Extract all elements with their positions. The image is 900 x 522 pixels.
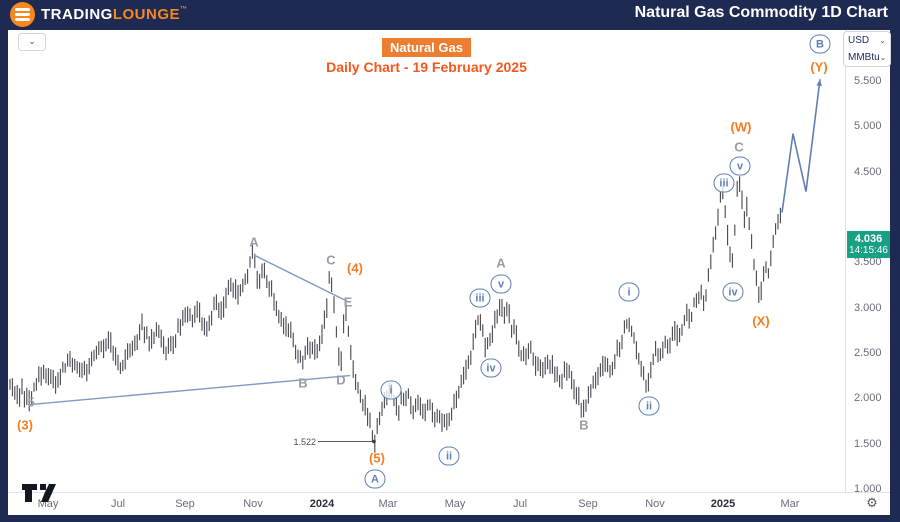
time-tick: Sep — [175, 498, 195, 510]
forecast-projection-line — [781, 79, 821, 213]
wave-label-5: (5) — [369, 450, 385, 466]
wave-label-ii: ii — [638, 396, 660, 416]
wave-label-iv: iv — [480, 358, 502, 378]
ohlc-bars — [9, 176, 781, 453]
chart-subtitle: Daily Chart - 19 February 2025 — [326, 59, 527, 75]
collapse-button[interactable]: ⌄ — [18, 33, 46, 51]
time-axis[interactable]: May Jul Sep Nov 2024 Mar May Jul Sep Nov 2025 Mar — [8, 492, 890, 516]
wave-label-4: (4) — [347, 260, 363, 276]
instrument-badge: Natural Gas — [382, 38, 471, 57]
currency-value: USD — [848, 35, 870, 46]
currency-select[interactable]: USD ⌄ — [844, 32, 890, 49]
last-price-badge: 4.036 14:15:46 — [847, 231, 890, 258]
last-price-time: 14:15:46 — [849, 245, 888, 256]
price-tick: 2.500 — [854, 346, 882, 359]
price-tick: 3.000 — [854, 301, 882, 314]
wave-label-v: v — [490, 274, 512, 294]
tradinglounge-logo-icon — [10, 2, 35, 27]
wave-label-i: i — [618, 282, 640, 302]
wave-label-iv: iv — [722, 282, 744, 302]
chevron-down-icon: ⌄ — [28, 36, 36, 46]
price-level-label: 1.522 — [293, 436, 316, 447]
wave-label-X: (X) — [752, 313, 770, 329]
price-axis[interactable]: 5.500 5.000 4.500 3.500 3.000 2.500 2.000 1.500… — [845, 30, 891, 495]
price-tick: 4.500 — [854, 165, 882, 178]
wave-label-ii: ii — [438, 446, 460, 466]
time-tick: Sep — [578, 498, 598, 510]
time-tick-year: 2024 — [309, 498, 335, 510]
price-tick: 2.000 — [854, 392, 882, 405]
wave-label-5: 5 — [27, 394, 35, 410]
wave-label-3: (3) — [17, 417, 33, 433]
unit-value: MMBtu — [848, 52, 880, 63]
logo-text: TRADINGLOUNGE™ — [41, 6, 188, 23]
wave-label-E: E — [343, 294, 353, 310]
time-tick: Jul — [110, 498, 126, 510]
wave-label-D: D — [336, 372, 346, 388]
page-title: Natural Gas Commodity 1D Chart — [634, 4, 888, 21]
wave-label-C: C — [734, 139, 744, 155]
descending-a-to-4-trendline — [253, 254, 350, 303]
wave-label-W: (W) — [730, 119, 752, 135]
chevron-down-icon: ⌄ — [879, 53, 887, 62]
time-tick: Nov — [243, 498, 263, 510]
wave-label-A: A — [364, 469, 386, 489]
wave-label-A: A — [496, 255, 506, 271]
chart-panel: ⌄ Natural Gas Daily Chart - 19 February … — [8, 30, 891, 516]
chevron-down-icon: ⌄ — [879, 36, 886, 45]
tradingview-logo[interactable] — [22, 482, 56, 506]
wave-label-iii: iii — [713, 173, 735, 193]
wave-label-A: A — [249, 234, 259, 250]
time-tick: Mar — [780, 498, 800, 510]
time-tick: May — [444, 498, 466, 510]
tradinglounge-logo: TRADINGLOUNGE™ — [10, 2, 188, 27]
gear-icon[interactable]: ⚙ — [866, 495, 878, 510]
price-chart[interactable] — [8, 30, 845, 492]
wave-label-i: i — [380, 380, 402, 400]
chart-title-block: Natural Gas Daily Chart - 19 February 20… — [8, 38, 845, 75]
time-tick-year: 2025 — [710, 498, 736, 510]
wave-label-B: B — [809, 34, 831, 54]
wave-label-C: C — [326, 252, 336, 268]
wave-label-v: v — [729, 156, 751, 176]
unit-selector-box: USD ⌄ MMBtu ⌄ — [843, 31, 891, 67]
unit-select[interactable]: MMBtu ⌄ — [844, 49, 890, 66]
price-tick: 5.500 — [854, 75, 882, 88]
wave-label-B: B — [298, 375, 308, 391]
price-tick: 1.000 — [854, 482, 882, 495]
marked-level-dot — [372, 439, 376, 444]
wave-label-iii: iii — [469, 288, 491, 308]
arrow-head-icon — [816, 79, 822, 87]
header-bar: TRADINGLOUNGE™ Natural Gas Commodity 1D … — [0, 0, 900, 30]
price-tick: 1.500 — [854, 437, 882, 450]
price-tick: 3.500 — [854, 256, 882, 269]
price-tick: 5.000 — [854, 120, 882, 133]
last-price-value: 4.036 — [854, 233, 883, 245]
time-tick: Nov — [645, 498, 665, 510]
time-tick: Jul — [512, 498, 528, 510]
wave-label-Y: (Y) — [810, 59, 828, 75]
ascending-support-trendline — [29, 374, 351, 406]
time-tick: Mar — [378, 498, 398, 510]
wave-label-B: B — [579, 417, 589, 433]
